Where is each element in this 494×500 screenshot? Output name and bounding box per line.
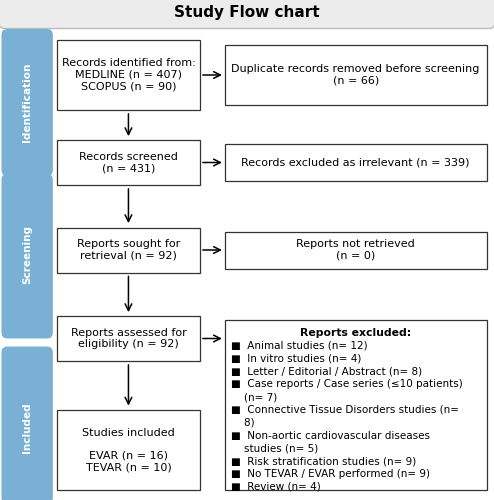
- Text: Records identified from:
MEDLINE (n = 407)
SCOPUS (n = 90): Records identified from: MEDLINE (n = 40…: [62, 58, 195, 92]
- FancyBboxPatch shape: [225, 320, 487, 490]
- FancyBboxPatch shape: [57, 40, 200, 110]
- Text: Screening: Screening: [22, 226, 32, 284]
- Text: Identification: Identification: [22, 63, 32, 142]
- FancyBboxPatch shape: [1, 29, 53, 176]
- Text: Study Flow chart: Study Flow chart: [174, 5, 320, 20]
- FancyBboxPatch shape: [57, 228, 200, 272]
- Text: ■  Animal studies (n= 12)
■  In vitro studies (n= 4)
■  Letter / Editorial / Abs: ■ Animal studies (n= 12) ■ In vitro stud…: [231, 341, 462, 492]
- Text: Reports assessed for
eligibility (n = 92): Reports assessed for eligibility (n = 92…: [71, 328, 186, 349]
- Text: Duplicate records removed before screening
(n = 66): Duplicate records removed before screeni…: [232, 64, 480, 86]
- Text: Reports not retrieved
(n = 0): Reports not retrieved (n = 0): [296, 239, 415, 261]
- FancyBboxPatch shape: [225, 232, 487, 268]
- Text: Studies included

EVAR (n = 16)
TEVAR (n = 10): Studies included EVAR (n = 16) TEVAR (n …: [82, 428, 175, 472]
- FancyBboxPatch shape: [57, 140, 200, 185]
- Text: Records excluded as irrelevant (n = 339): Records excluded as irrelevant (n = 339): [242, 158, 470, 168]
- Text: Included: Included: [22, 402, 32, 453]
- FancyBboxPatch shape: [225, 144, 487, 181]
- Text: Reports sought for
retrieval (n = 92): Reports sought for retrieval (n = 92): [77, 239, 180, 261]
- FancyBboxPatch shape: [1, 174, 53, 338]
- Text: Reports excluded:: Reports excluded:: [300, 328, 412, 338]
- Text: Records screened
(n = 431): Records screened (n = 431): [79, 152, 178, 174]
- FancyBboxPatch shape: [1, 346, 53, 500]
- FancyBboxPatch shape: [225, 45, 487, 105]
- FancyBboxPatch shape: [0, 0, 494, 28]
- FancyBboxPatch shape: [57, 410, 200, 490]
- FancyBboxPatch shape: [57, 316, 200, 361]
